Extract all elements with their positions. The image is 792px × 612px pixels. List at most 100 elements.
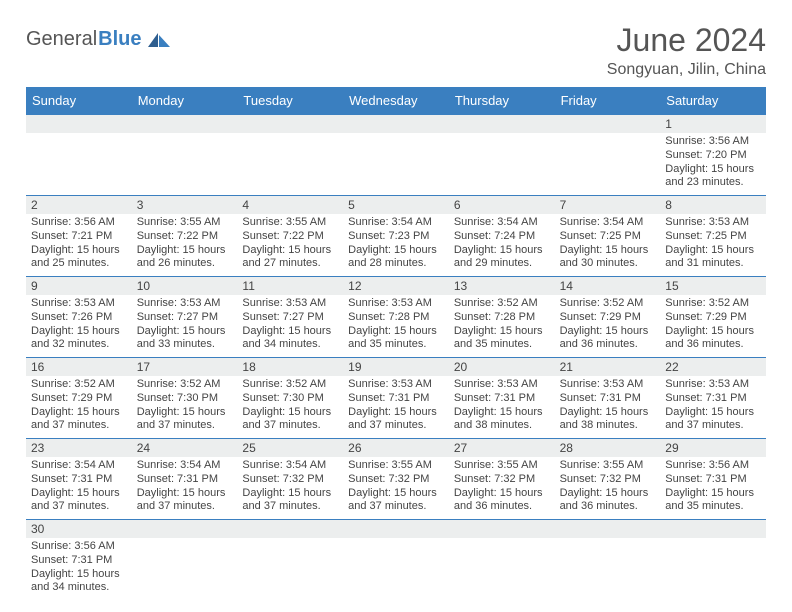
day-cell: Sunrise: 3:55 AMSunset: 7:32 PMDaylight:… [449, 457, 555, 519]
sunrise-line: Sunrise: 3:54 AM [348, 216, 444, 230]
day-number: 6 [449, 196, 555, 214]
sunset-line: Sunset: 7:27 PM [242, 311, 338, 325]
sunset-line: Sunset: 7:32 PM [454, 473, 550, 487]
day-number: 29 [660, 439, 766, 457]
day-cell: Sunrise: 3:54 AMSunset: 7:23 PMDaylight:… [343, 214, 449, 276]
day-cell: Sunrise: 3:55 AMSunset: 7:22 PMDaylight:… [237, 214, 343, 276]
sunrise-line: Sunrise: 3:53 AM [31, 297, 127, 311]
day-cell: Sunrise: 3:55 AMSunset: 7:22 PMDaylight:… [132, 214, 238, 276]
sunrise-line: Sunrise: 3:53 AM [348, 378, 444, 392]
day-number [26, 115, 132, 133]
day-cell: Sunrise: 3:52 AMSunset: 7:30 PMDaylight:… [132, 376, 238, 438]
day-number: 16 [26, 358, 132, 376]
daylight-line: Daylight: 15 hours and 37 minutes. [137, 406, 233, 434]
day-cell: Sunrise: 3:53 AMSunset: 7:31 PMDaylight:… [555, 376, 661, 438]
day-cell [343, 538, 449, 600]
sunrise-line: Sunrise: 3:53 AM [560, 378, 656, 392]
day-header: Thursday [449, 87, 555, 114]
sunset-line: Sunset: 7:31 PM [454, 392, 550, 406]
sunset-line: Sunset: 7:20 PM [665, 149, 761, 163]
sunrise-line: Sunrise: 3:54 AM [454, 216, 550, 230]
daylight-line: Daylight: 15 hours and 35 minutes. [665, 487, 761, 515]
brand-text-a: General [26, 28, 97, 51]
day-cell: Sunrise: 3:53 AMSunset: 7:27 PMDaylight:… [132, 295, 238, 357]
day-cell: Sunrise: 3:56 AMSunset: 7:31 PMDaylight:… [26, 538, 132, 600]
sunset-line: Sunset: 7:28 PM [454, 311, 550, 325]
sunset-line: Sunset: 7:21 PM [31, 230, 127, 244]
day-cell: Sunrise: 3:52 AMSunset: 7:29 PMDaylight:… [26, 376, 132, 438]
daylight-line: Daylight: 15 hours and 37 minutes. [242, 406, 338, 434]
day-number: 20 [449, 358, 555, 376]
day-number: 26 [343, 439, 449, 457]
info-row: Sunrise: 3:56 AMSunset: 7:20 PMDaylight:… [26, 133, 766, 195]
day-number: 11 [237, 277, 343, 295]
sunrise-line: Sunrise: 3:52 AM [242, 378, 338, 392]
sunrise-line: Sunrise: 3:54 AM [242, 459, 338, 473]
day-number [555, 115, 661, 133]
day-cell: Sunrise: 3:54 AMSunset: 7:32 PMDaylight:… [237, 457, 343, 519]
sunrise-line: Sunrise: 3:56 AM [665, 135, 761, 149]
day-cell: Sunrise: 3:53 AMSunset: 7:31 PMDaylight:… [449, 376, 555, 438]
day-header: Saturday [660, 87, 766, 114]
daynum-row: 30 [26, 519, 766, 538]
sunset-line: Sunset: 7:30 PM [242, 392, 338, 406]
daylight-line: Daylight: 15 hours and 36 minutes. [454, 487, 550, 515]
day-number: 23 [26, 439, 132, 457]
calendar: SundayMondayTuesdayWednesdayThursdayFrid… [26, 87, 766, 600]
sunset-line: Sunset: 7:32 PM [560, 473, 656, 487]
day-cell [26, 133, 132, 195]
sunset-line: Sunset: 7:31 PM [665, 473, 761, 487]
daylight-line: Daylight: 15 hours and 28 minutes. [348, 244, 444, 272]
daylight-line: Daylight: 15 hours and 37 minutes. [137, 487, 233, 515]
sunrise-line: Sunrise: 3:55 AM [348, 459, 444, 473]
day-number: 17 [132, 358, 238, 376]
day-cell: Sunrise: 3:55 AMSunset: 7:32 PMDaylight:… [343, 457, 449, 519]
sunrise-line: Sunrise: 3:53 AM [454, 378, 550, 392]
sunrise-line: Sunrise: 3:52 AM [665, 297, 761, 311]
day-cell [343, 133, 449, 195]
day-cell [237, 133, 343, 195]
daynum-row: 16171819202122 [26, 357, 766, 376]
day-number: 25 [237, 439, 343, 457]
header: General Blue June 2024 Songyuan, Jilin, … [26, 22, 766, 79]
sunset-line: Sunset: 7:29 PM [31, 392, 127, 406]
day-number: 14 [555, 277, 661, 295]
info-row: Sunrise: 3:56 AMSunset: 7:21 PMDaylight:… [26, 214, 766, 276]
day-number: 18 [237, 358, 343, 376]
location-subtitle: Songyuan, Jilin, China [607, 61, 766, 79]
day-number [343, 520, 449, 538]
day-cell: Sunrise: 3:53 AMSunset: 7:31 PMDaylight:… [660, 376, 766, 438]
sunset-line: Sunset: 7:31 PM [31, 473, 127, 487]
daylight-line: Daylight: 15 hours and 37 minutes. [31, 487, 127, 515]
daylight-line: Daylight: 15 hours and 37 minutes. [348, 487, 444, 515]
daylight-line: Daylight: 15 hours and 36 minutes. [560, 487, 656, 515]
sunset-line: Sunset: 7:32 PM [348, 473, 444, 487]
sunrise-line: Sunrise: 3:52 AM [31, 378, 127, 392]
day-number [449, 115, 555, 133]
sunrise-line: Sunrise: 3:56 AM [665, 459, 761, 473]
day-number: 24 [132, 439, 238, 457]
daylight-line: Daylight: 15 hours and 23 minutes. [665, 163, 761, 191]
day-cell [555, 538, 661, 600]
daylight-line: Daylight: 15 hours and 27 minutes. [242, 244, 338, 272]
day-cell: Sunrise: 3:53 AMSunset: 7:28 PMDaylight:… [343, 295, 449, 357]
day-number [660, 520, 766, 538]
day-cell: Sunrise: 3:53 AMSunset: 7:27 PMDaylight:… [237, 295, 343, 357]
day-number [449, 520, 555, 538]
day-header: Friday [555, 87, 661, 114]
day-number: 1 [660, 115, 766, 133]
sunset-line: Sunset: 7:32 PM [242, 473, 338, 487]
day-header: Monday [132, 87, 238, 114]
daylight-line: Daylight: 15 hours and 30 minutes. [560, 244, 656, 272]
sunset-line: Sunset: 7:28 PM [348, 311, 444, 325]
day-number: 9 [26, 277, 132, 295]
sunset-line: Sunset: 7:25 PM [560, 230, 656, 244]
sunrise-line: Sunrise: 3:55 AM [454, 459, 550, 473]
sunrise-line: Sunrise: 3:55 AM [242, 216, 338, 230]
sunset-line: Sunset: 7:31 PM [560, 392, 656, 406]
day-number: 27 [449, 439, 555, 457]
day-cell: Sunrise: 3:54 AMSunset: 7:25 PMDaylight:… [555, 214, 661, 276]
sunrise-line: Sunrise: 3:53 AM [665, 378, 761, 392]
daylight-line: Daylight: 15 hours and 34 minutes. [242, 325, 338, 353]
daylight-line: Daylight: 15 hours and 25 minutes. [31, 244, 127, 272]
